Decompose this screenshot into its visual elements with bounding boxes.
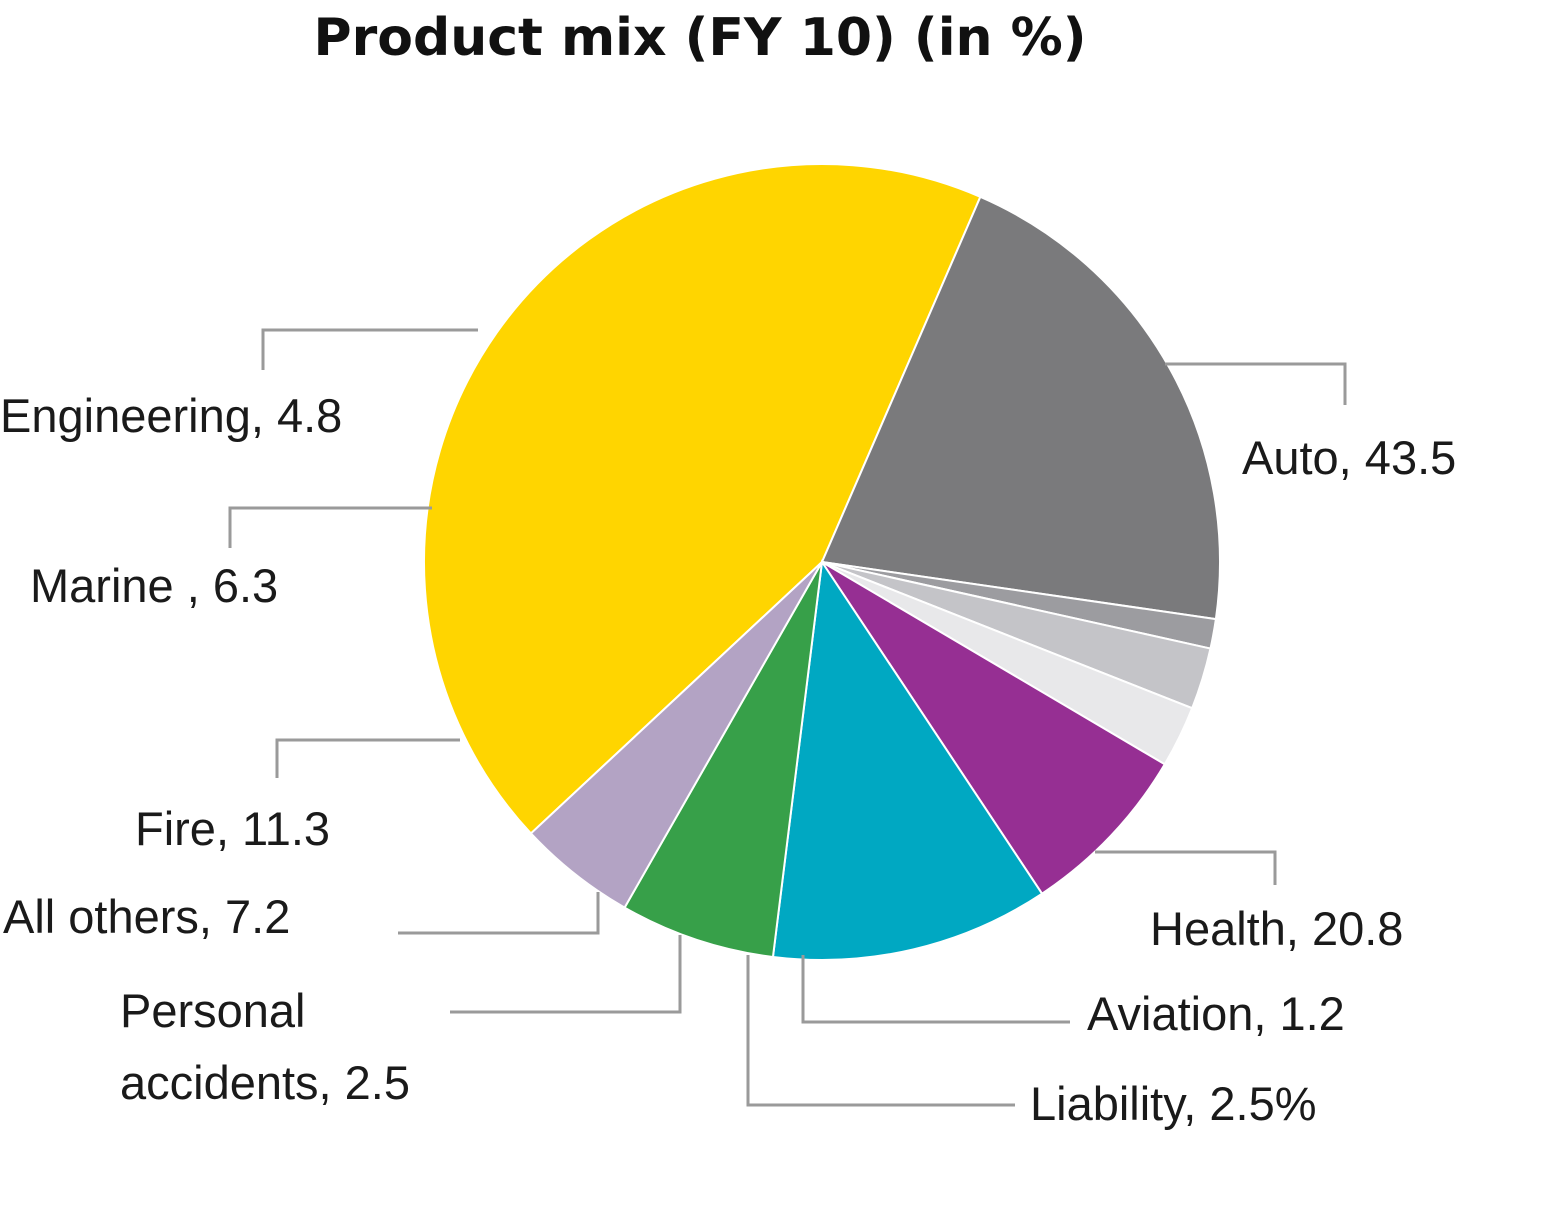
leader-line-all-others — [398, 892, 600, 935]
pie-slice-engineering — [529, 561, 823, 909]
pie-slice-all-others — [821, 561, 1167, 896]
data-label-liability: Liability, 2.5% — [1030, 1077, 1317, 1130]
data-label-marine: Marine , 6.3 — [30, 559, 278, 612]
leader-line-engineering — [261, 328, 478, 370]
data-label-personal-accidents: Personal accidents, 2.5 — [120, 984, 410, 1109]
data-label-health: Health, 20.8 — [1150, 902, 1403, 955]
chart-title: Product mix (FY 10) (in %) — [313, 8, 1087, 68]
data-label-auto: Auto, 43.5 — [1242, 431, 1456, 484]
data-label-all-others: All others, 7.2 — [3, 890, 290, 943]
leader-line-personal-accidents — [450, 935, 682, 1014]
leader-line-aviation — [801, 955, 1070, 1024]
leader-line-health — [1095, 850, 1277, 885]
leader-line-liability — [746, 955, 1015, 1107]
leader-line-marine — [228, 506, 432, 548]
pie-slice-fire — [771, 559, 1044, 962]
pie-slice-marine — [623, 561, 823, 959]
pie-slice-health — [820, 195, 1221, 621]
data-label-engineering: Engineering, 4.8 — [0, 389, 342, 442]
leader-line-auto — [1165, 362, 1347, 405]
pie-slice-auto — [422, 162, 982, 835]
leader-line-fire — [275, 738, 460, 778]
data-label-fire: Fire, 11.3 — [135, 802, 330, 855]
data-label-aviation: Aviation, 1.2 — [1087, 987, 1345, 1040]
